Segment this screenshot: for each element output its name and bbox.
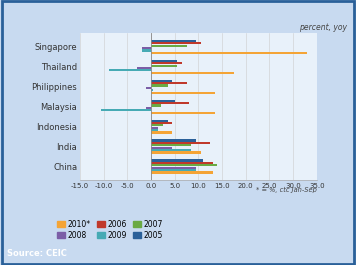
Bar	[146, 107, 151, 109]
Bar	[151, 147, 172, 149]
Bar	[151, 85, 168, 87]
Bar	[151, 139, 196, 142]
Bar	[151, 127, 158, 129]
Text: * = %, ctc Jan-Sep: * = %, ctc Jan-Sep	[256, 187, 317, 193]
Bar	[151, 171, 213, 174]
Bar	[151, 151, 201, 154]
Bar	[151, 52, 307, 54]
Bar	[151, 45, 187, 47]
Bar	[151, 89, 153, 91]
Legend: 2010*, 2008, 2006, 2009, 2007, 2005: 2010*, 2008, 2006, 2009, 2007, 2005	[54, 217, 166, 243]
Bar	[142, 49, 151, 52]
Bar	[151, 112, 215, 114]
Bar	[151, 129, 158, 131]
Bar	[151, 162, 213, 164]
Bar	[151, 164, 218, 166]
Bar	[151, 104, 161, 107]
Bar	[151, 80, 172, 82]
Bar	[101, 109, 151, 111]
Bar	[151, 131, 172, 134]
Bar	[151, 122, 172, 124]
Bar	[151, 40, 196, 42]
Bar	[146, 87, 151, 89]
Text: percent, yoy: percent, yoy	[299, 23, 347, 32]
Bar	[151, 60, 177, 62]
Bar	[151, 149, 192, 151]
Bar	[151, 92, 215, 94]
Bar	[151, 72, 234, 74]
Bar	[137, 67, 151, 69]
Bar	[151, 120, 168, 122]
Bar	[151, 100, 175, 102]
Bar	[151, 159, 203, 162]
Bar	[151, 124, 163, 126]
Bar	[151, 82, 187, 84]
Text: Source: CEIC: Source: CEIC	[7, 249, 67, 258]
Bar	[151, 144, 192, 147]
Bar	[151, 102, 189, 104]
Bar	[151, 42, 201, 45]
Bar	[151, 166, 196, 169]
Bar	[142, 47, 151, 49]
Bar	[151, 62, 182, 64]
Bar	[109, 69, 151, 72]
Bar	[151, 142, 210, 144]
Bar	[151, 64, 177, 67]
Bar	[151, 169, 196, 171]
